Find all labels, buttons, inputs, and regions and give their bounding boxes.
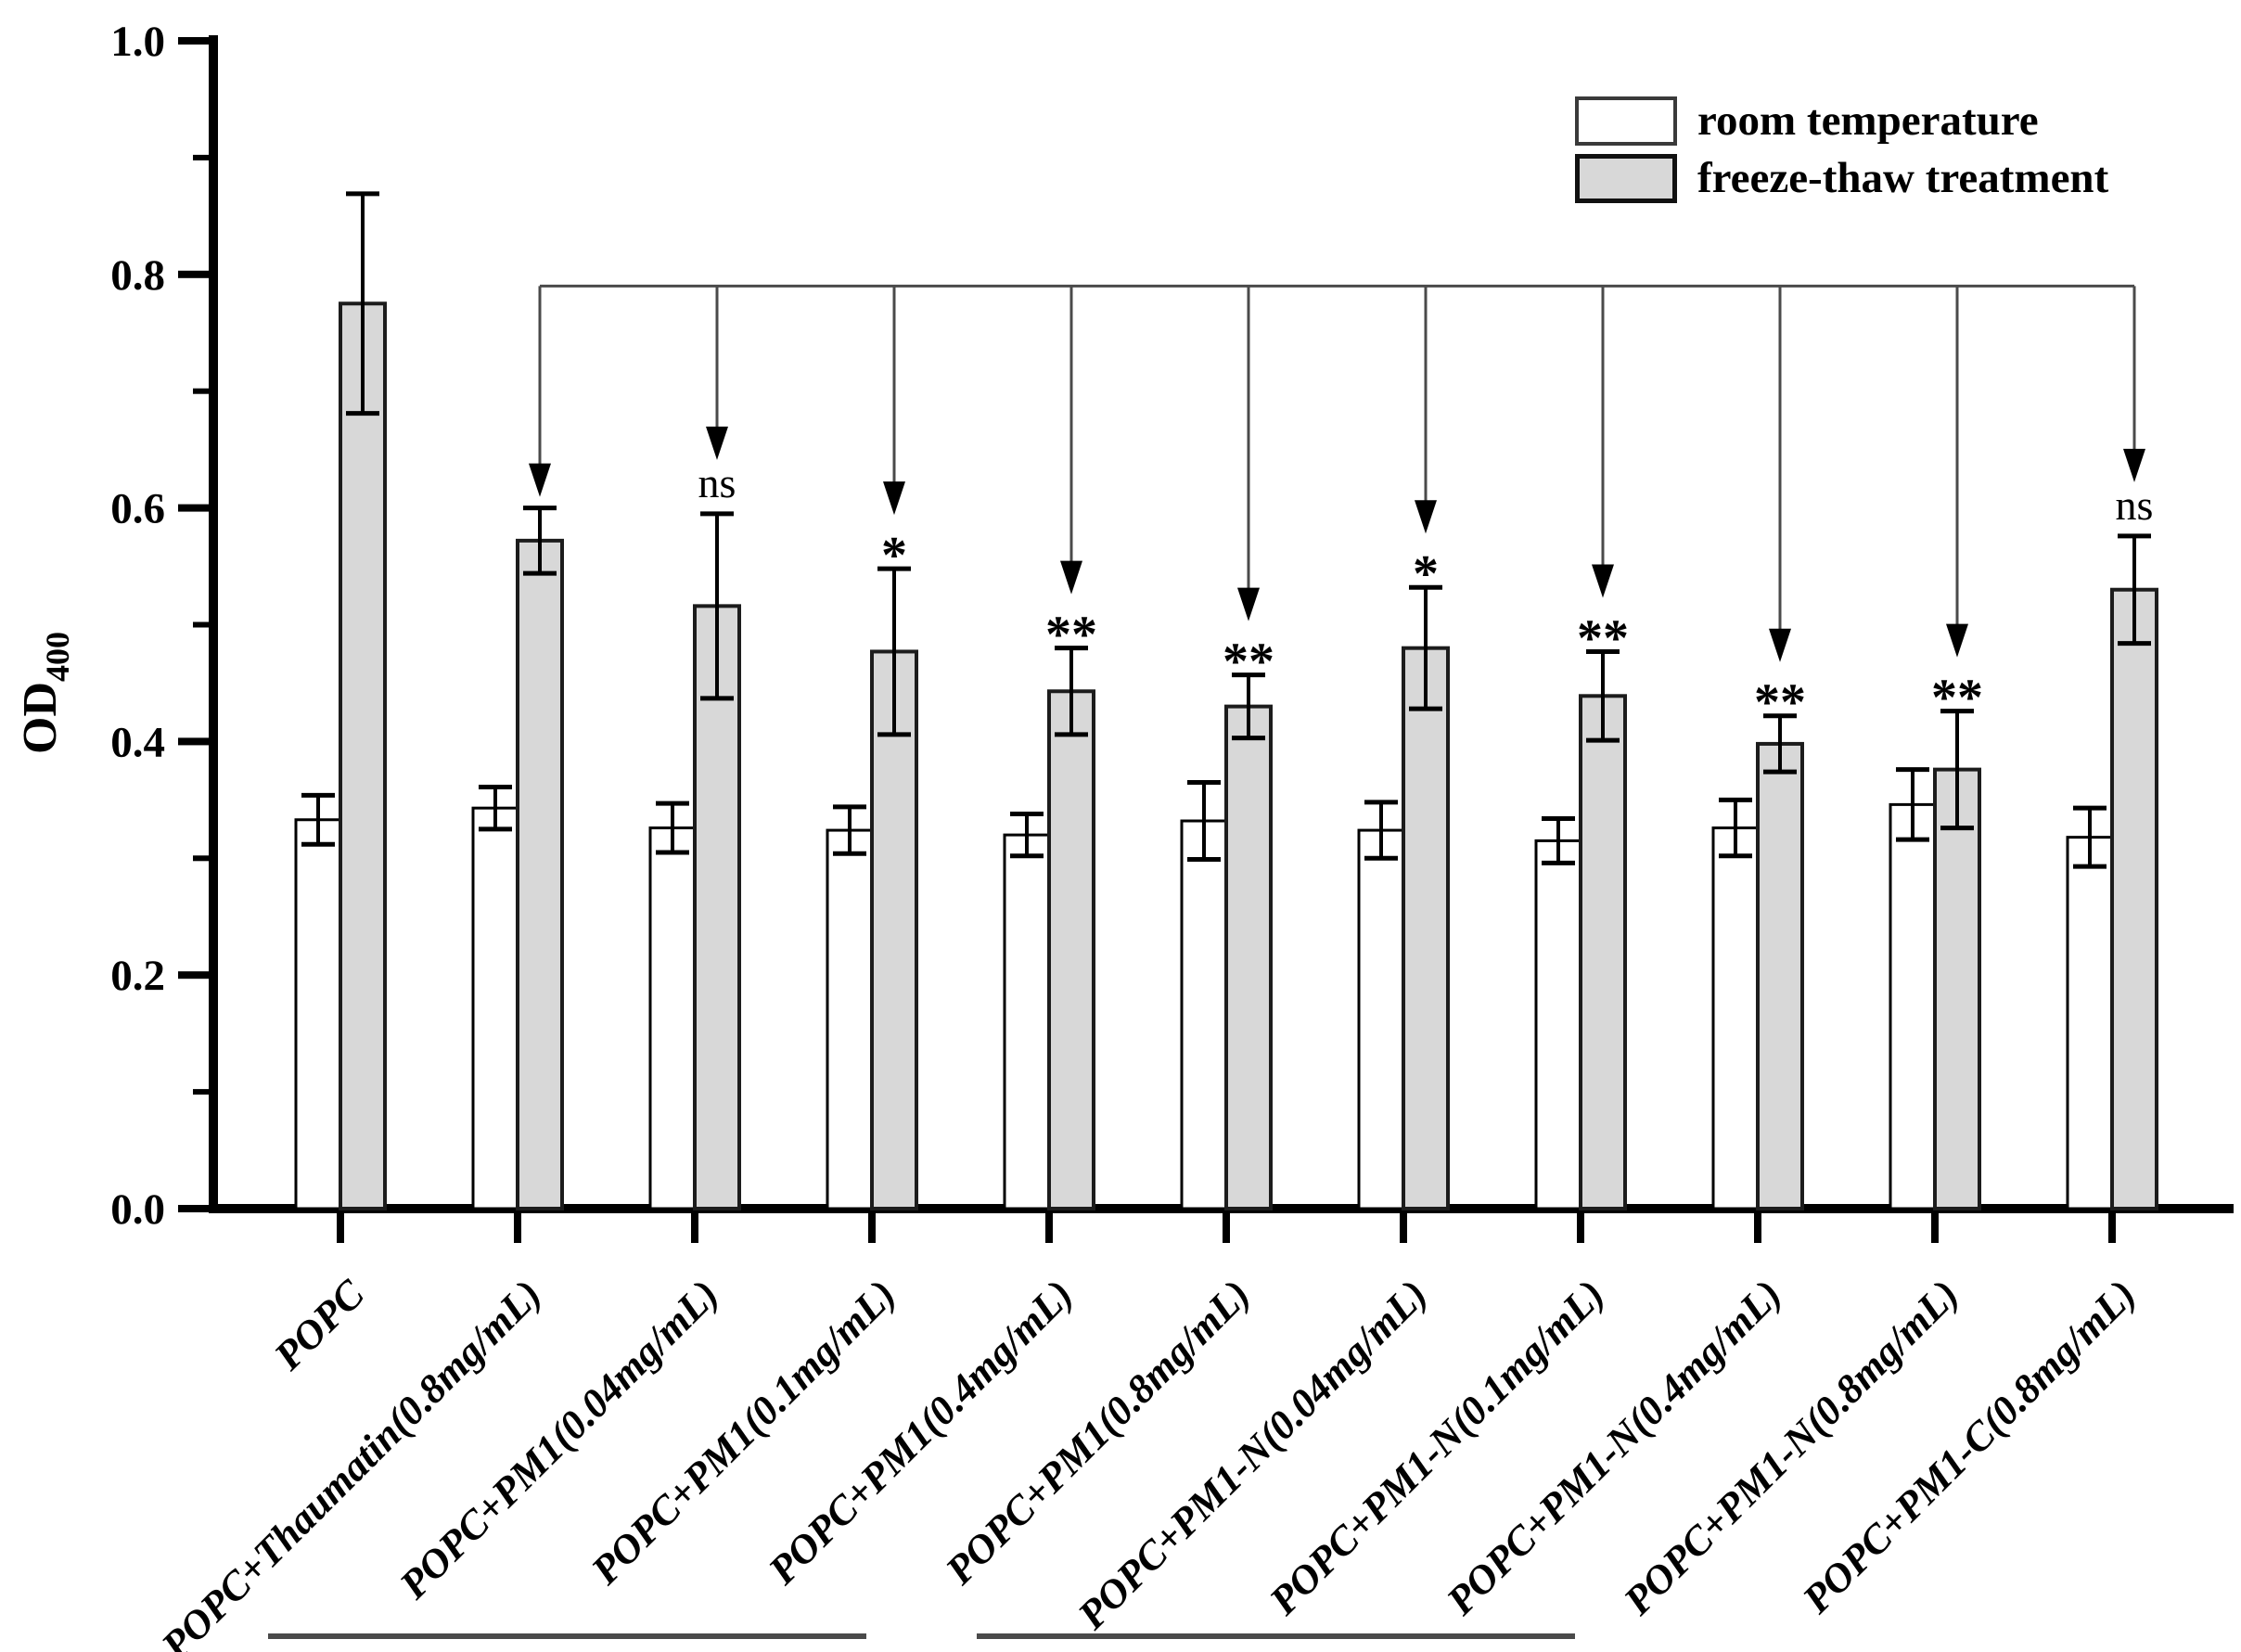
bar-room-temperature: [1357, 828, 1405, 1210]
bar-freeze-thaw: [1579, 694, 1627, 1210]
x-tick: [1931, 1213, 1939, 1243]
bar-freeze-thaw: [1402, 646, 1450, 1210]
y-minor-tick: [193, 855, 213, 862]
y-major-tick: [178, 504, 213, 512]
y-minor-tick: [193, 1089, 213, 1095]
bar-freeze-thaw: [339, 301, 387, 1210]
y-axis-title: OD400: [8, 517, 76, 869]
x-tick: [514, 1213, 521, 1243]
significance-marker-asterisk: **: [1931, 670, 1983, 727]
x-category-label: POPC+PM1(0.8mg/mL): [936, 1271, 1259, 1594]
x-tick: [1045, 1213, 1053, 1243]
y-major-tick: [178, 1205, 213, 1212]
legend: room temperature freeze-thaw treatment: [1575, 96, 2108, 203]
category-group-underline: [268, 1633, 866, 1639]
bar-room-temperature: [471, 806, 519, 1210]
significance-arrowhead: [1946, 623, 1968, 658]
significance-arrowhead: [883, 481, 905, 516]
y-tick-label: 0.2: [110, 952, 165, 1000]
y-tick-label: 1.0: [110, 18, 165, 66]
y-major-tick: [178, 737, 213, 746]
x-tick: [868, 1213, 876, 1243]
y-major-tick: [178, 971, 213, 980]
y-axis-title-subscript: 400: [39, 632, 76, 682]
significance-marker-ns: ns: [698, 459, 736, 506]
significance-arrowhead: [1592, 564, 1614, 598]
significance-arrowhead: [2123, 448, 2145, 482]
x-tick: [1400, 1213, 1407, 1243]
y-major-tick: [178, 270, 213, 278]
legend-swatch-freeze-thaw: [1575, 154, 1677, 203]
y-tick-label: 0.6: [110, 485, 165, 533]
y-tick-label: 0.8: [110, 251, 165, 300]
y-axis-title-main: OD: [14, 682, 67, 754]
y-minor-tick: [193, 388, 213, 394]
x-category-label: POPC+PM1-N(0.1mg/mL): [1260, 1271, 1613, 1624]
legend-item-freeze-thaw: freeze-thaw treatment: [1575, 154, 2108, 203]
bar-freeze-thaw: [1224, 704, 1273, 1210]
significance-marker-asterisk: **: [1223, 634, 1274, 691]
significance-marker-asterisk: **: [1045, 607, 1097, 664]
bar-freeze-thaw: [2110, 587, 2158, 1210]
legend-swatch-room-temperature: [1575, 96, 1677, 146]
x-tick: [1754, 1213, 1761, 1243]
legend-item-room-temperature: room temperature: [1575, 96, 2108, 146]
x-tick: [2108, 1213, 2116, 1243]
x-category-label: POPC: [264, 1271, 373, 1379]
y-minor-tick: [193, 621, 213, 628]
x-tick: [691, 1213, 698, 1243]
significance-marker-asterisk: **: [1577, 609, 1629, 667]
y-tick-label: 0.4: [110, 718, 165, 766]
x-category-label: POPC+PM1(0.1mg/mL): [582, 1271, 904, 1594]
significance-arrowhead: [529, 463, 551, 497]
y-tick-label: 0.0: [110, 1185, 165, 1234]
significance-arrowhead: [1769, 628, 1791, 662]
y-minor-tick: [193, 154, 213, 160]
x-tick: [1577, 1213, 1584, 1243]
x-tick: [337, 1213, 344, 1243]
bar-freeze-thaw: [1933, 767, 1981, 1211]
significance-arrowhead: [706, 426, 728, 460]
x-category-label: POPC+Thaumatin(0.8mg/mL): [152, 1271, 550, 1652]
significance-arrowhead: [1237, 587, 1260, 621]
x-category-label: POPC+PM1-N(0.4mg/mL): [1437, 1271, 1790, 1624]
bar-freeze-thaw: [516, 538, 564, 1210]
bar-room-temperature: [826, 828, 874, 1210]
x-category-label: POPC+PM1-C(0.8mg/mL): [1793, 1271, 2145, 1622]
significance-arrowhead: [1415, 500, 1437, 534]
bar-freeze-thaw: [1047, 689, 1095, 1210]
significance-marker-asterisk: **: [1754, 674, 1806, 732]
significance-marker-ns: ns: [2116, 481, 2154, 529]
x-category-label: POPC+PM1-N(0.8mg/mL): [1614, 1271, 1967, 1624]
bar-room-temperature: [294, 818, 342, 1210]
significance-marker-asterisk: *: [1413, 545, 1439, 603]
x-category-label: POPC+PM1(0.4mg/mL): [759, 1271, 1082, 1594]
bar-room-temperature: [1180, 819, 1228, 1210]
bar-room-temperature: [2066, 836, 2114, 1210]
x-tick: [1223, 1213, 1230, 1243]
legend-label: freeze-thaw treatment: [1697, 154, 2109, 202]
x-category-label: POPC+PM1-N(0.04mg/mL): [1069, 1271, 1436, 1638]
bar-room-temperature: [648, 826, 697, 1210]
y-major-tick: [178, 37, 213, 45]
bar-room-temperature: [1534, 839, 1582, 1210]
bar-freeze-thaw: [870, 649, 918, 1210]
bar-room-temperature: [1889, 802, 1937, 1210]
bar-room-temperature: [1711, 826, 1760, 1210]
significance-arrowhead: [1060, 560, 1082, 595]
category-group-underline: [977, 1633, 1575, 1639]
bar-room-temperature: [1003, 833, 1051, 1210]
x-category-label: POPC+PM1(0.04mg/mL): [391, 1271, 727, 1607]
legend-label: room temperature: [1697, 96, 2039, 145]
significance-marker-asterisk: *: [881, 527, 907, 584]
bar-freeze-thaw: [1756, 741, 1804, 1211]
